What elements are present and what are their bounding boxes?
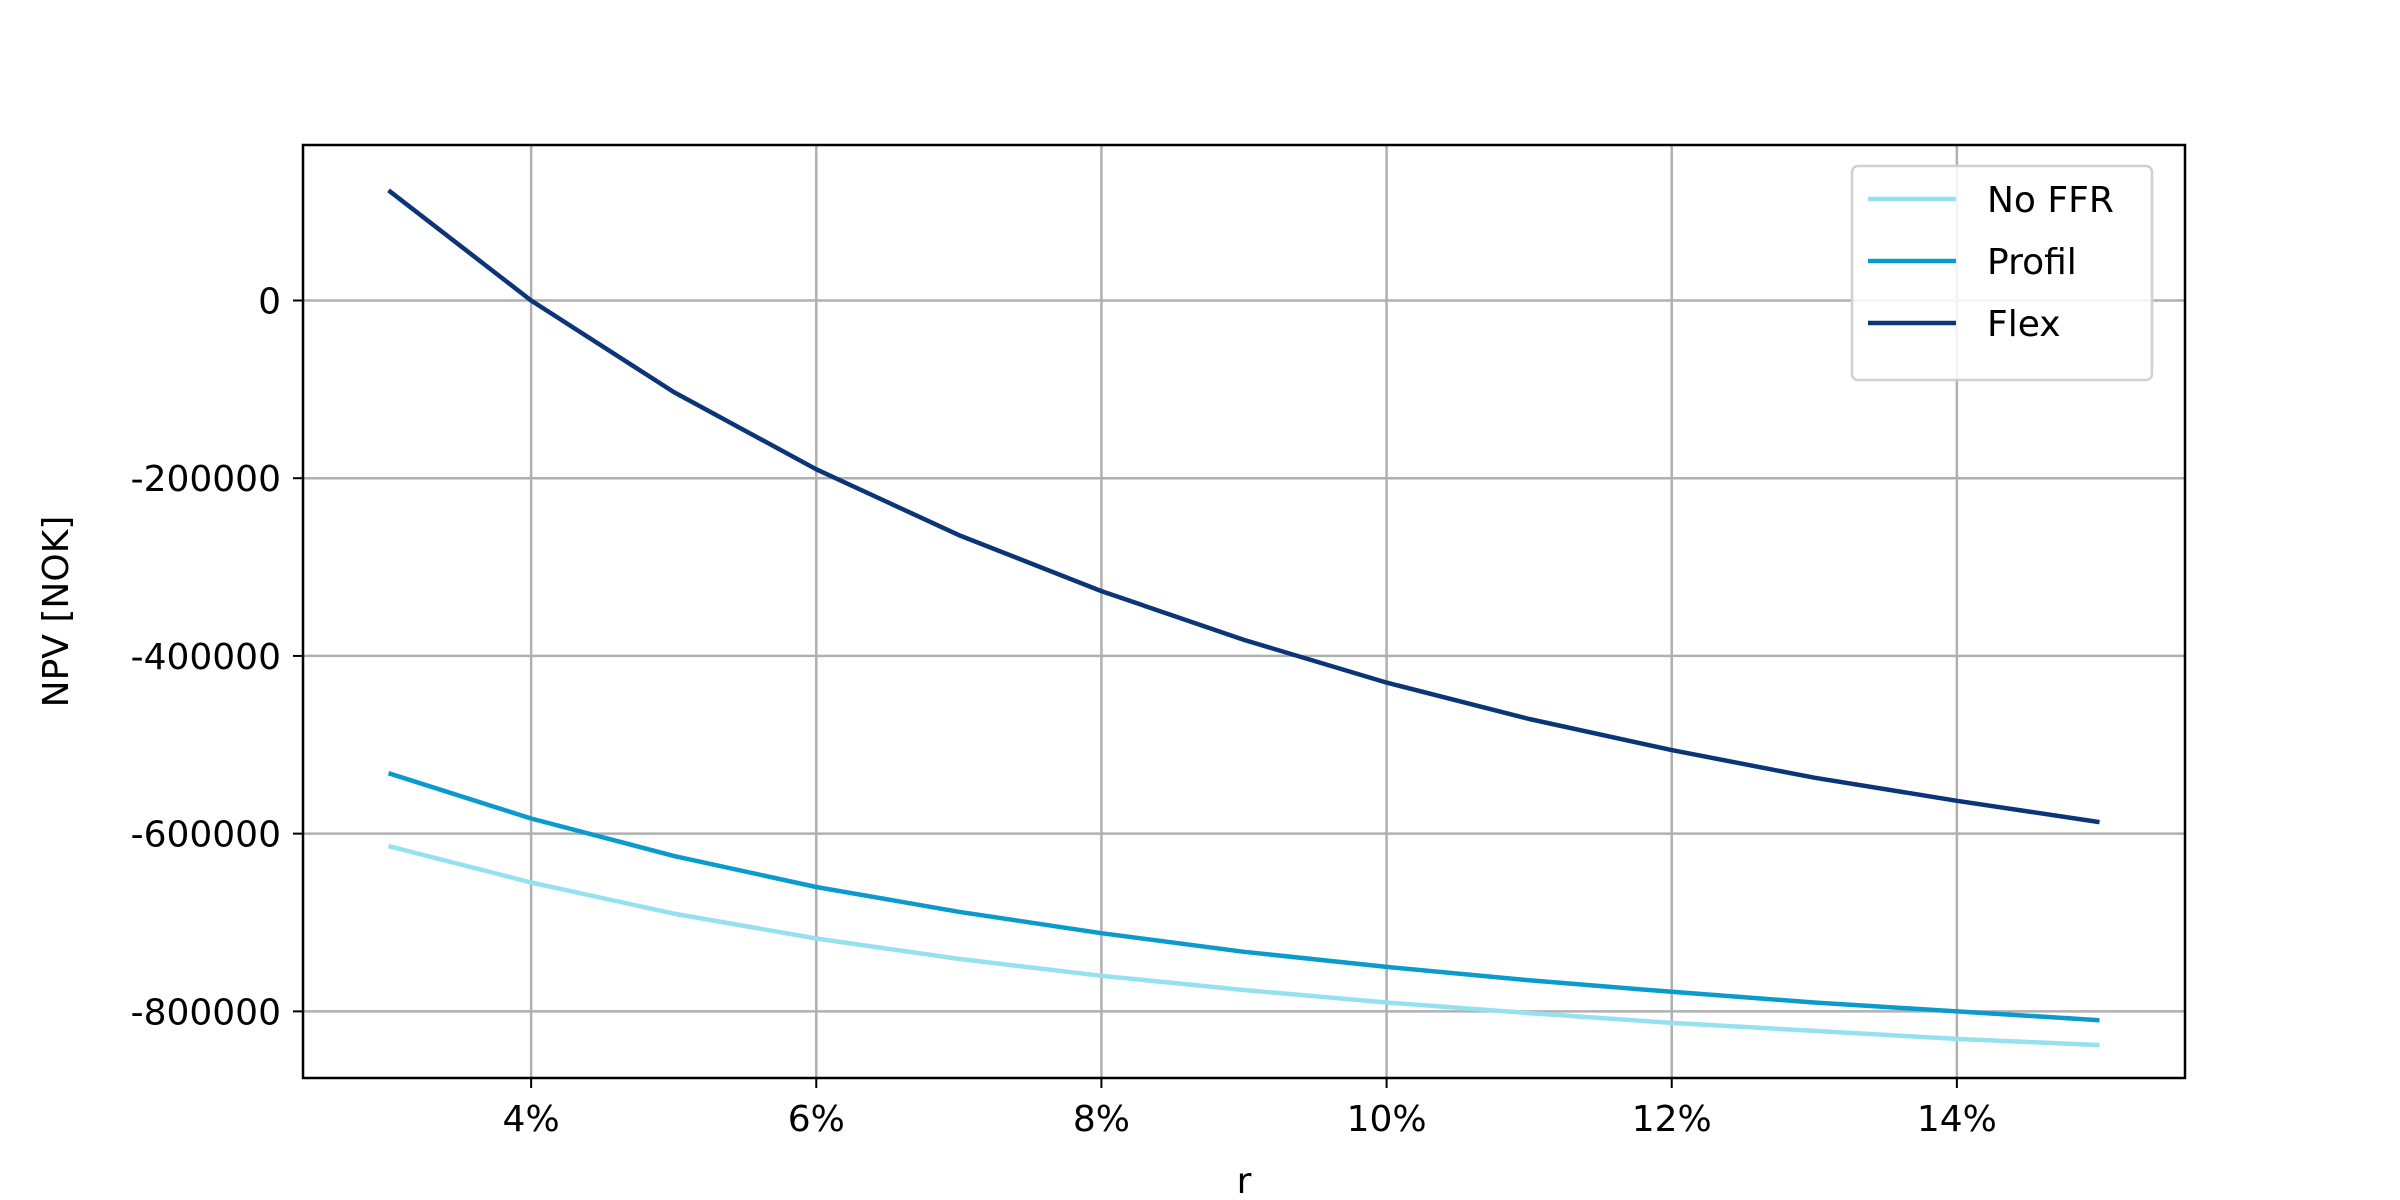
- y-tick-label: -600000: [131, 815, 281, 856]
- plot-lines: [387, 188, 2100, 1048]
- x-tick-label: 6%: [788, 1099, 845, 1140]
- legend-box: [1850, 164, 2154, 382]
- legend-label: Profil: [1987, 242, 2077, 283]
- y-tick-label: -200000: [131, 459, 281, 500]
- x-tick-label: 10%: [1347, 1099, 1427, 1140]
- x-axis-label: r: [1237, 1161, 1252, 1200]
- x-tick-label: 12%: [1632, 1099, 1712, 1140]
- legend: No FFR Profil Flex: [1850, 164, 2154, 382]
- series-line-profil: [387, 771, 2100, 1023]
- series-line-flex: [387, 188, 2100, 825]
- x-tick-label: 8%: [1073, 1099, 1130, 1140]
- y-tick-label: -800000: [131, 992, 281, 1033]
- y-axis-label: NPV [NOK]: [36, 516, 77, 708]
- plot-frame: [301, 143, 2187, 1080]
- y-tick-label: -400000: [131, 637, 281, 678]
- legend-label: No FFR: [1987, 180, 2114, 221]
- x-tick-label: 4%: [503, 1099, 560, 1140]
- x-tick-label: 14%: [1917, 1099, 1997, 1140]
- series-line-no-ffr: [387, 843, 2100, 1048]
- y-tick-label: 0: [258, 282, 281, 323]
- y-axis-ticks: 0 -200000 -400000 -600000 -800000: [131, 282, 303, 1033]
- x-axis-ticks: 4% 6% 8% 10% 12% 14%: [503, 1078, 1997, 1140]
- legend-label: Flex: [1987, 304, 2061, 345]
